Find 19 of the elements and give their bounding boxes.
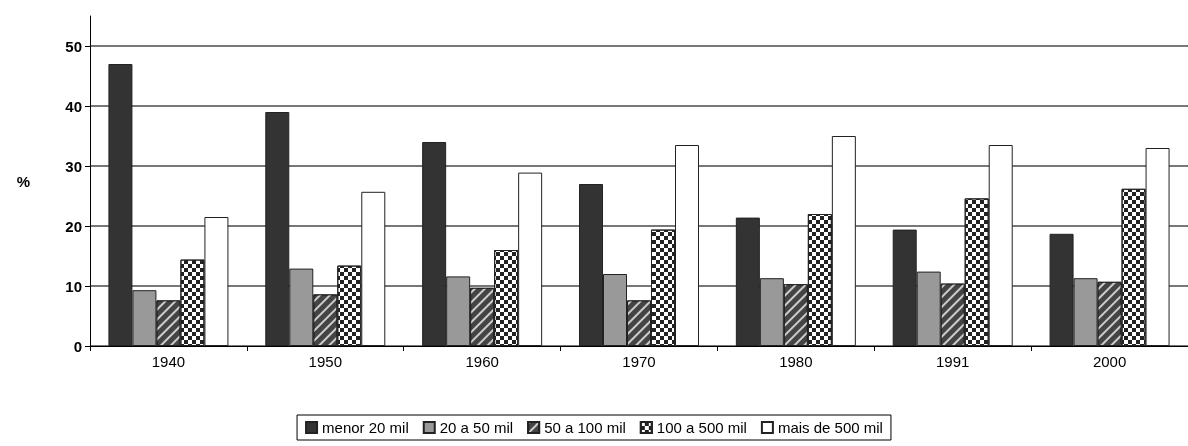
legend-label: menor 20 mil <box>322 419 409 436</box>
legend-label: 100 a 500 mil <box>656 419 747 436</box>
x-tick-label: 1991 <box>936 353 970 370</box>
x-tick-label: 1980 <box>779 353 813 370</box>
x-tick-label: 1960 <box>465 353 499 370</box>
x-tick-label: 1950 <box>308 353 342 370</box>
y-tick-label: 0 <box>73 337 82 355</box>
y-tick-label: 40 <box>65 97 82 115</box>
y-axis-title: % <box>16 172 30 190</box>
y-tick-label: 10 <box>65 277 82 295</box>
legend-label: 50 a 100 mil <box>544 419 626 436</box>
y-tick-label: 50 <box>65 37 82 55</box>
legend-label: 20 a 50 mil <box>439 419 514 436</box>
x-tick-label: 1970 <box>622 353 656 370</box>
x-tick-label: 2000 <box>1092 353 1127 370</box>
legend-label: mais de 500 mil <box>777 419 883 436</box>
x-tick-label: 1940 <box>151 353 186 370</box>
y-tick-label: 30 <box>65 157 82 175</box>
y-tick-label: 20 <box>65 217 82 235</box>
